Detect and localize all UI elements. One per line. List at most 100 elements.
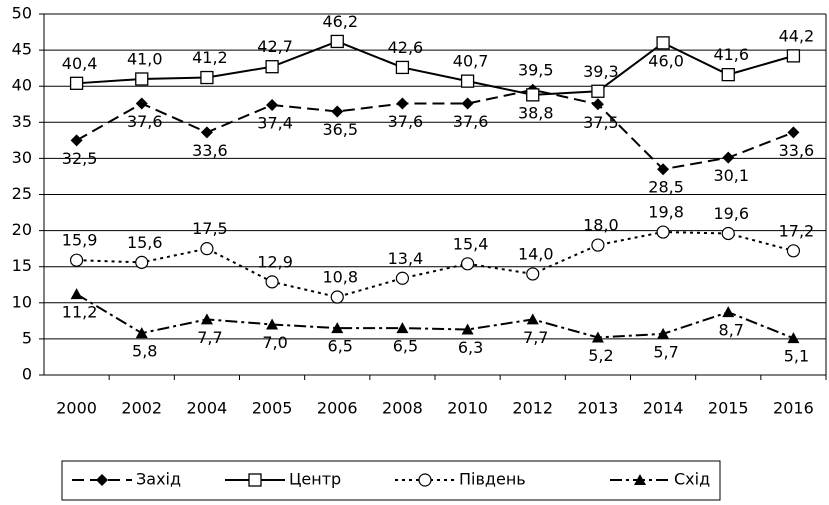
- legend-box: [61, 460, 721, 501]
- data-label: 5,8: [132, 342, 157, 361]
- data-label: 19,6: [713, 204, 749, 223]
- series-line: [76, 88, 794, 171]
- data-point: [786, 49, 801, 63]
- data-point: [200, 126, 213, 139]
- x-tick-label: 2005: [252, 399, 293, 418]
- x-tick-label: 2015: [708, 399, 749, 418]
- data-label: 37,6: [388, 112, 424, 131]
- data-label: 8,7: [719, 321, 744, 340]
- data-point: [265, 60, 279, 74]
- data-label: 41,0: [127, 49, 163, 68]
- data-label: 41,2: [192, 48, 228, 67]
- data-label: 40,4: [62, 54, 98, 73]
- y-tick-label: 10: [12, 292, 32, 311]
- data-label: 17,5: [192, 219, 228, 238]
- data-label: 5,7: [653, 342, 678, 361]
- data-point: [70, 134, 83, 147]
- legend-label: Південь: [459, 470, 526, 489]
- data-label: 46,0: [648, 51, 684, 70]
- data-point: [200, 242, 214, 256]
- data-point: [460, 257, 475, 271]
- data-label: 7,7: [523, 328, 548, 347]
- data-label: 33,6: [779, 141, 815, 160]
- data-point: [526, 88, 540, 102]
- data-point: [526, 267, 540, 281]
- data-point: [69, 76, 84, 90]
- data-point: [331, 322, 344, 334]
- x-tick-label: 2006: [317, 399, 358, 418]
- legend-label: Захід: [136, 470, 181, 489]
- data-label: 33,6: [192, 141, 228, 160]
- data-point: [721, 67, 735, 82]
- data-label: 6,5: [393, 337, 418, 356]
- legend-marker: [418, 473, 432, 487]
- y-tick-label: 25: [12, 184, 32, 203]
- data-point: [722, 306, 735, 318]
- data-point: [135, 255, 149, 269]
- x-tick-label: 2000: [56, 399, 97, 418]
- x-tick-label: 2002: [121, 399, 162, 418]
- data-label: 15,4: [453, 234, 489, 253]
- data-point: [200, 313, 213, 325]
- x-tick-label: 2016: [773, 399, 814, 418]
- data-label: 39,5: [518, 60, 554, 79]
- legend-label: Схід: [674, 470, 710, 489]
- data-label: 46,2: [322, 12, 358, 31]
- data-label: 19,8: [648, 203, 684, 222]
- y-tick-label: 40: [12, 76, 32, 95]
- data-label: 7,7: [197, 328, 222, 347]
- y-tick-label: 30: [12, 148, 32, 167]
- data-point: [656, 36, 670, 50]
- legend-marker: [634, 474, 646, 485]
- data-label: 36,5: [322, 120, 358, 139]
- data-point: [265, 275, 279, 289]
- data-point: [135, 97, 148, 110]
- data-point: [395, 271, 410, 285]
- data-label: 6,5: [328, 337, 353, 356]
- data-point: [591, 238, 605, 252]
- data-label: 5,1: [784, 347, 809, 366]
- y-tick-label: 15: [12, 256, 32, 275]
- data-label: 37,4: [257, 113, 293, 132]
- data-point: [591, 84, 605, 98]
- data-label: 44,2: [779, 26, 815, 45]
- data-point: [396, 322, 409, 334]
- y-tick-label: 0: [22, 365, 32, 384]
- series-line: [76, 231, 794, 299]
- data-point: [69, 253, 84, 267]
- data-label: 14,0: [518, 244, 554, 263]
- data-point: [135, 327, 148, 339]
- data-label: 5,2: [588, 346, 613, 365]
- y-tick-label: 50: [12, 4, 32, 23]
- data-point: [591, 98, 604, 111]
- x-tick-label: 2013: [578, 399, 619, 418]
- data-label: 38,8: [518, 103, 554, 122]
- x-tick-label: 2014: [643, 399, 684, 418]
- data-point: [526, 313, 539, 325]
- data-point: [721, 226, 735, 241]
- data-point: [591, 331, 604, 343]
- x-tick-label: 2004: [187, 399, 228, 418]
- x-tick-label: 2008: [382, 399, 423, 418]
- data-point: [461, 323, 474, 335]
- data-label: 28,5: [648, 178, 684, 197]
- data-point: [657, 327, 670, 339]
- data-point: [330, 290, 344, 304]
- data-point: [395, 60, 410, 75]
- data-label: 15,9: [62, 231, 98, 250]
- x-tick-label: 2010: [447, 399, 488, 418]
- data-label: 42,6: [388, 38, 424, 57]
- data-point: [722, 151, 735, 164]
- data-label: 37,5: [583, 113, 619, 132]
- data-point: [396, 97, 409, 110]
- data-point: [135, 72, 149, 86]
- data-point: [266, 98, 279, 111]
- data-label: 6,3: [458, 338, 483, 357]
- y-tick-label: 5: [22, 328, 32, 347]
- data-label: 11,2: [62, 303, 98, 322]
- data-label: 40,7: [453, 52, 489, 71]
- data-point: [330, 34, 344, 49]
- data-label: 18,0: [583, 216, 619, 235]
- data-label: 41,6: [713, 45, 749, 64]
